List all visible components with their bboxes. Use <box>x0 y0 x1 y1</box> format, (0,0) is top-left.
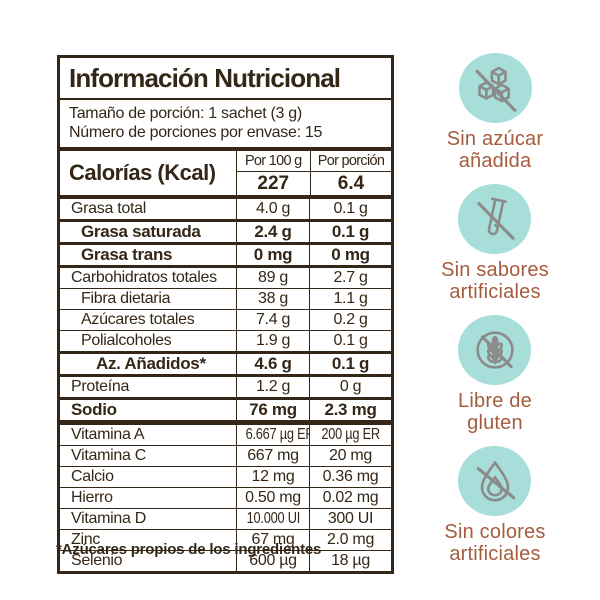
per-100g-value: 2.4 g <box>237 222 310 242</box>
claim-gluten-free: Libre de gluten <box>458 315 532 434</box>
table-row: Vitamina A 6.667 µg ER 200 µg ER <box>60 425 391 445</box>
per-portion-value: 1.1 g <box>333 290 368 307</box>
row-name: Carbohidratos totales <box>60 268 237 288</box>
row-name: Grasa saturada <box>60 222 237 242</box>
per-100g-value: 6.667 µg ER <box>237 425 310 445</box>
row-name: Vitamina D <box>60 509 237 529</box>
claim-no-artificial-colors: Sin colores artificiales <box>444 446 545 565</box>
table-row: Carbohidratos totales 89 g 2.7 g <box>60 265 391 288</box>
per-portion-value: 300 UI <box>327 510 374 527</box>
row-name: Fibra dietaria <box>60 289 237 309</box>
row-name: Calcio <box>60 467 237 487</box>
per-portion-value: 200 µg ER <box>321 426 380 443</box>
no-added-sugar-icon <box>458 53 532 123</box>
table-row: Grasa saturada 2.4 g 0.1 g <box>60 219 391 242</box>
per-portion-value: 2.7 g <box>333 269 368 286</box>
serving-info: Tamaño de porción: 1 sachet (3 g) Número… <box>60 100 391 151</box>
row-name: Vitamina A <box>60 425 237 445</box>
calories-per-portion-value: 6.4 <box>337 173 365 194</box>
footnote: *Azúcares propios de los ingredientes <box>56 541 322 558</box>
row-name: Grasa trans <box>60 245 237 265</box>
table-row: Selenio 600 µg 18 µg <box>60 550 391 571</box>
per-portion-value: 0.2 g <box>333 311 368 328</box>
nutrient-rows: Grasa total 4.0 g 0.1 g Grasa saturada 2.4 g… <box>60 199 391 420</box>
per-100g-value: 1.2 g <box>237 377 310 397</box>
row-name: Proteína <box>60 377 237 397</box>
per-100g-value: 0 mg <box>237 245 310 265</box>
row-name: Azúcares totales <box>60 310 237 330</box>
table-row: Vitamina D 10.000 UI 300 UI <box>60 508 391 529</box>
row-name: Vitamina C <box>60 446 237 466</box>
per-100g-value: 38 g <box>237 289 310 309</box>
per-100g-value: 7.4 g <box>237 310 310 330</box>
section-divider <box>60 420 391 425</box>
per-100g-value: 0.50 mg <box>237 488 310 508</box>
table-row: Calcio 12 mg 0.36 mg <box>60 466 391 487</box>
per-portion-value: 18 µg <box>331 552 370 569</box>
claim-no-added-sugar: Sin azúcar añadida <box>447 53 544 172</box>
claim-label: Sin sabores artificiales <box>441 259 549 303</box>
claim-label: Sin azúcar añadida <box>446 128 544 172</box>
claim-no-artificial-flavors: Sin sabores artificiales <box>441 184 549 303</box>
per-100g-value: 12 mg <box>237 467 310 487</box>
table-row: Grasa total 4.0 g 0.1 g <box>60 199 391 219</box>
row-name: Hierro <box>60 488 237 508</box>
gluten-free-icon <box>458 315 532 385</box>
per-portion-value: 2.0 mg <box>326 531 375 548</box>
nutrition-facts-panel: Información Nutricional Tamaño de porció… <box>57 55 394 574</box>
per-portion-value: 0.1 g <box>331 354 370 373</box>
no-artificial-flavors-icon <box>458 184 532 254</box>
panel-title: Información Nutricional <box>60 58 391 100</box>
per-100g-column: Por 100 g 227 <box>235 151 310 195</box>
row-name: Grasa total <box>60 199 237 219</box>
table-row: Hierro 0.50 mg 0.02 mg <box>60 487 391 508</box>
row-name: Selenio <box>60 551 237 571</box>
row-name: Zinc <box>60 530 237 550</box>
per-portion-value: 0.1 g <box>333 332 368 349</box>
no-artificial-colors-icon <box>458 446 532 516</box>
per-100g-value: 1.9 g <box>237 331 310 351</box>
row-name: Az. Añadidos* <box>60 354 237 374</box>
claims-column: Sin azúcar añadida Sin sabores artificia… <box>410 53 580 577</box>
per-portion-column: Por porción 6.4 <box>310 151 391 195</box>
serving-size-line: Tamaño de porción: 1 sachet (3 g) <box>69 105 302 122</box>
per-portion-value: 0.36 mg <box>322 468 379 485</box>
per-portion-value: 0.1 g <box>331 222 370 241</box>
table-row: Fibra dietaria 38 g 1.1 g <box>60 288 391 309</box>
table-row: Polialcoholes 1.9 g 0.1 g <box>60 330 391 351</box>
table-row: Az. Añadidos* 4.6 g 0.1 g <box>60 351 391 374</box>
calories-label: Calorías (Kcal) <box>69 160 216 185</box>
table-row: Vitamina C 667 mg 20 mg <box>60 445 391 466</box>
per-100g-value: 4.0 g <box>237 199 310 219</box>
per-100g-value: 600 µg <box>237 551 310 571</box>
calories-per-100g-value: 227 <box>257 173 290 194</box>
per-portion-value: 2.3 mg <box>324 400 377 419</box>
claim-label: Libre de gluten <box>458 390 532 434</box>
per-100g-value: 67 mg <box>237 530 310 550</box>
servings-per-container-line: Número de porciones por envase: 15 <box>69 124 323 141</box>
claim-label: Sin colores artificiales <box>444 521 546 565</box>
per-portion-value: 20 mg <box>329 447 372 464</box>
table-row: Zinc 67 mg 2.0 mg <box>60 529 391 550</box>
per-100g-value: 667 mg <box>237 446 310 466</box>
calories-section: Calorías (Kcal) Por 100 g 227 Por porció… <box>60 151 391 199</box>
table-row: Grasa trans 0 mg 0 mg <box>60 242 391 265</box>
row-name: Polialcoholes <box>60 331 237 351</box>
per-portion-value: 0.1 g <box>333 200 368 217</box>
per-100g-value: 76 mg <box>237 400 310 420</box>
per-100g-value: 4.6 g <box>237 354 310 374</box>
per-portion-value: 0.02 mg <box>322 489 379 506</box>
vitamin-rows: Vitamina A 6.667 µg ER 200 µg ER Vitamina C… <box>60 425 391 571</box>
table-row: Proteína 1.2 g 0 g <box>60 374 391 397</box>
table-row: Azúcares totales 7.4 g 0.2 g <box>60 309 391 330</box>
per-100g-header: Por 100 g <box>236 151 310 172</box>
per-100g-value: 89 g <box>237 268 310 288</box>
per-100g-value: 10.000 UI <box>237 509 310 529</box>
per-portion-value: 0 mg <box>331 245 370 264</box>
row-name: Sodio <box>60 400 237 420</box>
per-portion-value: 0 g <box>339 378 362 395</box>
per-portion-header: Por porción <box>311 151 391 172</box>
table-row: Sodio 76 mg 2.3 mg <box>60 397 391 420</box>
